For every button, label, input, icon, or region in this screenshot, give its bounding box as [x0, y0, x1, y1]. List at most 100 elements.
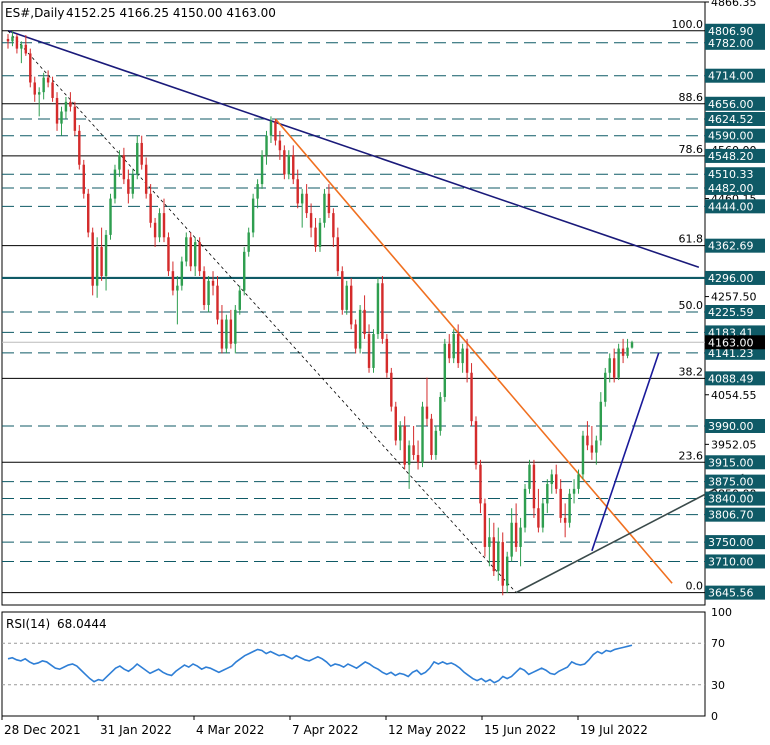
candle: [37, 87, 41, 117]
candle-body: [443, 343, 447, 397]
candle: [87, 188, 90, 238]
candle: [349, 277, 353, 330]
candle-body: [113, 169, 117, 199]
candle: [6, 34, 10, 49]
candle-body: [336, 237, 340, 272]
candle-body: [488, 537, 491, 547]
candle-body: [318, 222, 322, 247]
price-tag-label: 3710.00: [708, 555, 754, 568]
price-tag: 4782.00: [705, 35, 765, 50]
price-tag: 3806.70: [705, 507, 765, 522]
price-tag-bg: [705, 455, 765, 470]
candle-body: [519, 527, 522, 547]
candle-body: [341, 271, 344, 310]
candle-body: [144, 164, 148, 194]
candle: [158, 208, 161, 243]
candle-body: [586, 435, 589, 446]
candle-body: [537, 508, 540, 528]
candle: [73, 101, 77, 136]
candle: [153, 217, 157, 247]
candle: [180, 256, 184, 291]
fib-label: 88.6: [679, 91, 704, 104]
candle-body: [510, 522, 513, 557]
candle: [497, 527, 500, 581]
price-tag-label: 4782.00: [708, 37, 754, 50]
candle-body: [202, 271, 206, 306]
x-tick-label: 28 Dec 2021: [4, 723, 81, 737]
candle: [46, 70, 50, 88]
price-tag-label: 4548.20: [708, 150, 754, 163]
candle-body: [305, 193, 308, 214]
price-tag-bg: [705, 180, 765, 195]
price-tag-bg: [705, 238, 765, 253]
candle: [523, 484, 527, 533]
price-tag: 4482.00: [705, 180, 765, 195]
candle-body: [332, 213, 335, 238]
candle: [198, 237, 201, 277]
ohlc-values: 4152.25 4166.25 4150.00 4163.00: [66, 6, 276, 20]
rsi-value: 68.0444: [57, 617, 107, 631]
candle-body: [42, 77, 45, 93]
candle: [590, 425, 594, 460]
candle: [430, 413, 433, 460]
price-tag-label: 4590.00: [708, 130, 754, 143]
candle-body: [127, 179, 130, 194]
candle-body: [46, 77, 50, 83]
candle-body: [91, 232, 94, 286]
candle-body: [363, 309, 366, 335]
candle-body: [131, 174, 135, 194]
candle: [323, 188, 326, 228]
candle-body: [465, 348, 469, 373]
candle-body: [349, 285, 353, 325]
candle: [95, 237, 99, 298]
candle: [29, 48, 32, 88]
price-tag: 4444.00: [705, 199, 765, 214]
candle: [202, 266, 206, 310]
candle: [327, 184, 331, 218]
candle-body: [381, 283, 384, 339]
price-tag-bg: [705, 507, 765, 522]
candle-body: [265, 135, 268, 156]
candle: [189, 232, 192, 272]
candle: [394, 401, 397, 446]
candle-body: [358, 309, 362, 349]
fib-labels: 100.0 88.6 78.6 61.8 50.0 38.2 23.6 0.0: [672, 18, 704, 593]
candle: [630, 340, 634, 349]
candle-body: [109, 198, 112, 235]
price-tag: 4296.00: [705, 270, 765, 285]
candle: [537, 488, 540, 533]
candle: [550, 469, 553, 494]
candle-body: [82, 164, 85, 194]
candle: [528, 459, 531, 494]
candle: [443, 338, 447, 402]
candle-body: [595, 440, 598, 453]
candle: [287, 150, 291, 180]
candle-body: [412, 445, 415, 456]
candle: [563, 503, 567, 538]
x-axis: 28 Dec 2021 31 Jan 2022 4 Mar 2022 7 Apr 20…: [1, 716, 648, 737]
candle-body: [421, 406, 424, 463]
candle: [60, 106, 63, 136]
candle: [581, 430, 585, 480]
candle-body: [470, 372, 473, 422]
price-tag-label: 4714.00: [708, 70, 754, 83]
candle-body: [118, 155, 121, 170]
candle-body: [448, 343, 451, 359]
price-tag: 4141.23: [705, 345, 765, 360]
candle-body: [541, 503, 545, 528]
candle-body: [514, 522, 518, 547]
candle: [416, 440, 420, 470]
price-tag: 3875.00: [705, 474, 765, 489]
candle-body: [505, 556, 509, 586]
price-tag-label: 4296.00: [708, 272, 754, 285]
candle-body: [260, 155, 264, 185]
price-panel-frame: [1, 1, 706, 606]
price-tag: 3645.56: [705, 585, 765, 600]
candle-body: [216, 285, 219, 320]
candle: [131, 169, 135, 199]
candle: [474, 416, 478, 470]
trendline-uptrend-steep: [591, 352, 660, 552]
candle: [465, 338, 469, 383]
candle-body: [626, 347, 629, 356]
price-tag-bg: [705, 128, 765, 143]
